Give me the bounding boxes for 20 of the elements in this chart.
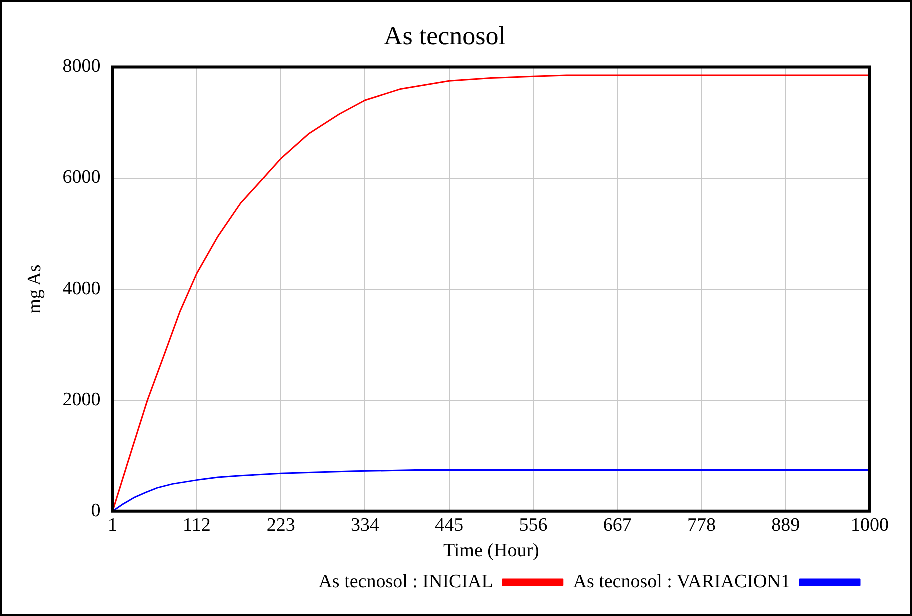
x-tick-label: 112 xyxy=(183,514,211,536)
x-tick-label: 667 xyxy=(603,514,632,536)
x-tick-label: 778 xyxy=(687,514,716,536)
y-tick-label: 8000 xyxy=(62,56,101,78)
x-tick-label: 334 xyxy=(350,514,380,536)
legend-label: As tecnosol : INICIAL xyxy=(318,571,494,592)
x-tick-label: 556 xyxy=(519,514,548,536)
legend-label: As tecnosol : VARIACION1 xyxy=(573,571,790,592)
y-tick-label: 6000 xyxy=(62,167,101,188)
y-axis-title: mg As xyxy=(24,264,46,314)
x-tick-label: 1 xyxy=(108,514,118,536)
y-tick-label: 4000 xyxy=(62,278,101,300)
x-tick-label: 1000 xyxy=(851,514,889,536)
y-tick-label: 0 xyxy=(91,500,101,522)
x-axis-title: Time (Hour) xyxy=(443,540,540,562)
x-tick-label: 889 xyxy=(772,514,800,536)
x-tick-label: 223 xyxy=(266,514,296,536)
y-tick-label: 2000 xyxy=(62,389,101,410)
chart-title: As tecnosol xyxy=(384,21,506,50)
x-tick-label: 445 xyxy=(435,514,464,536)
